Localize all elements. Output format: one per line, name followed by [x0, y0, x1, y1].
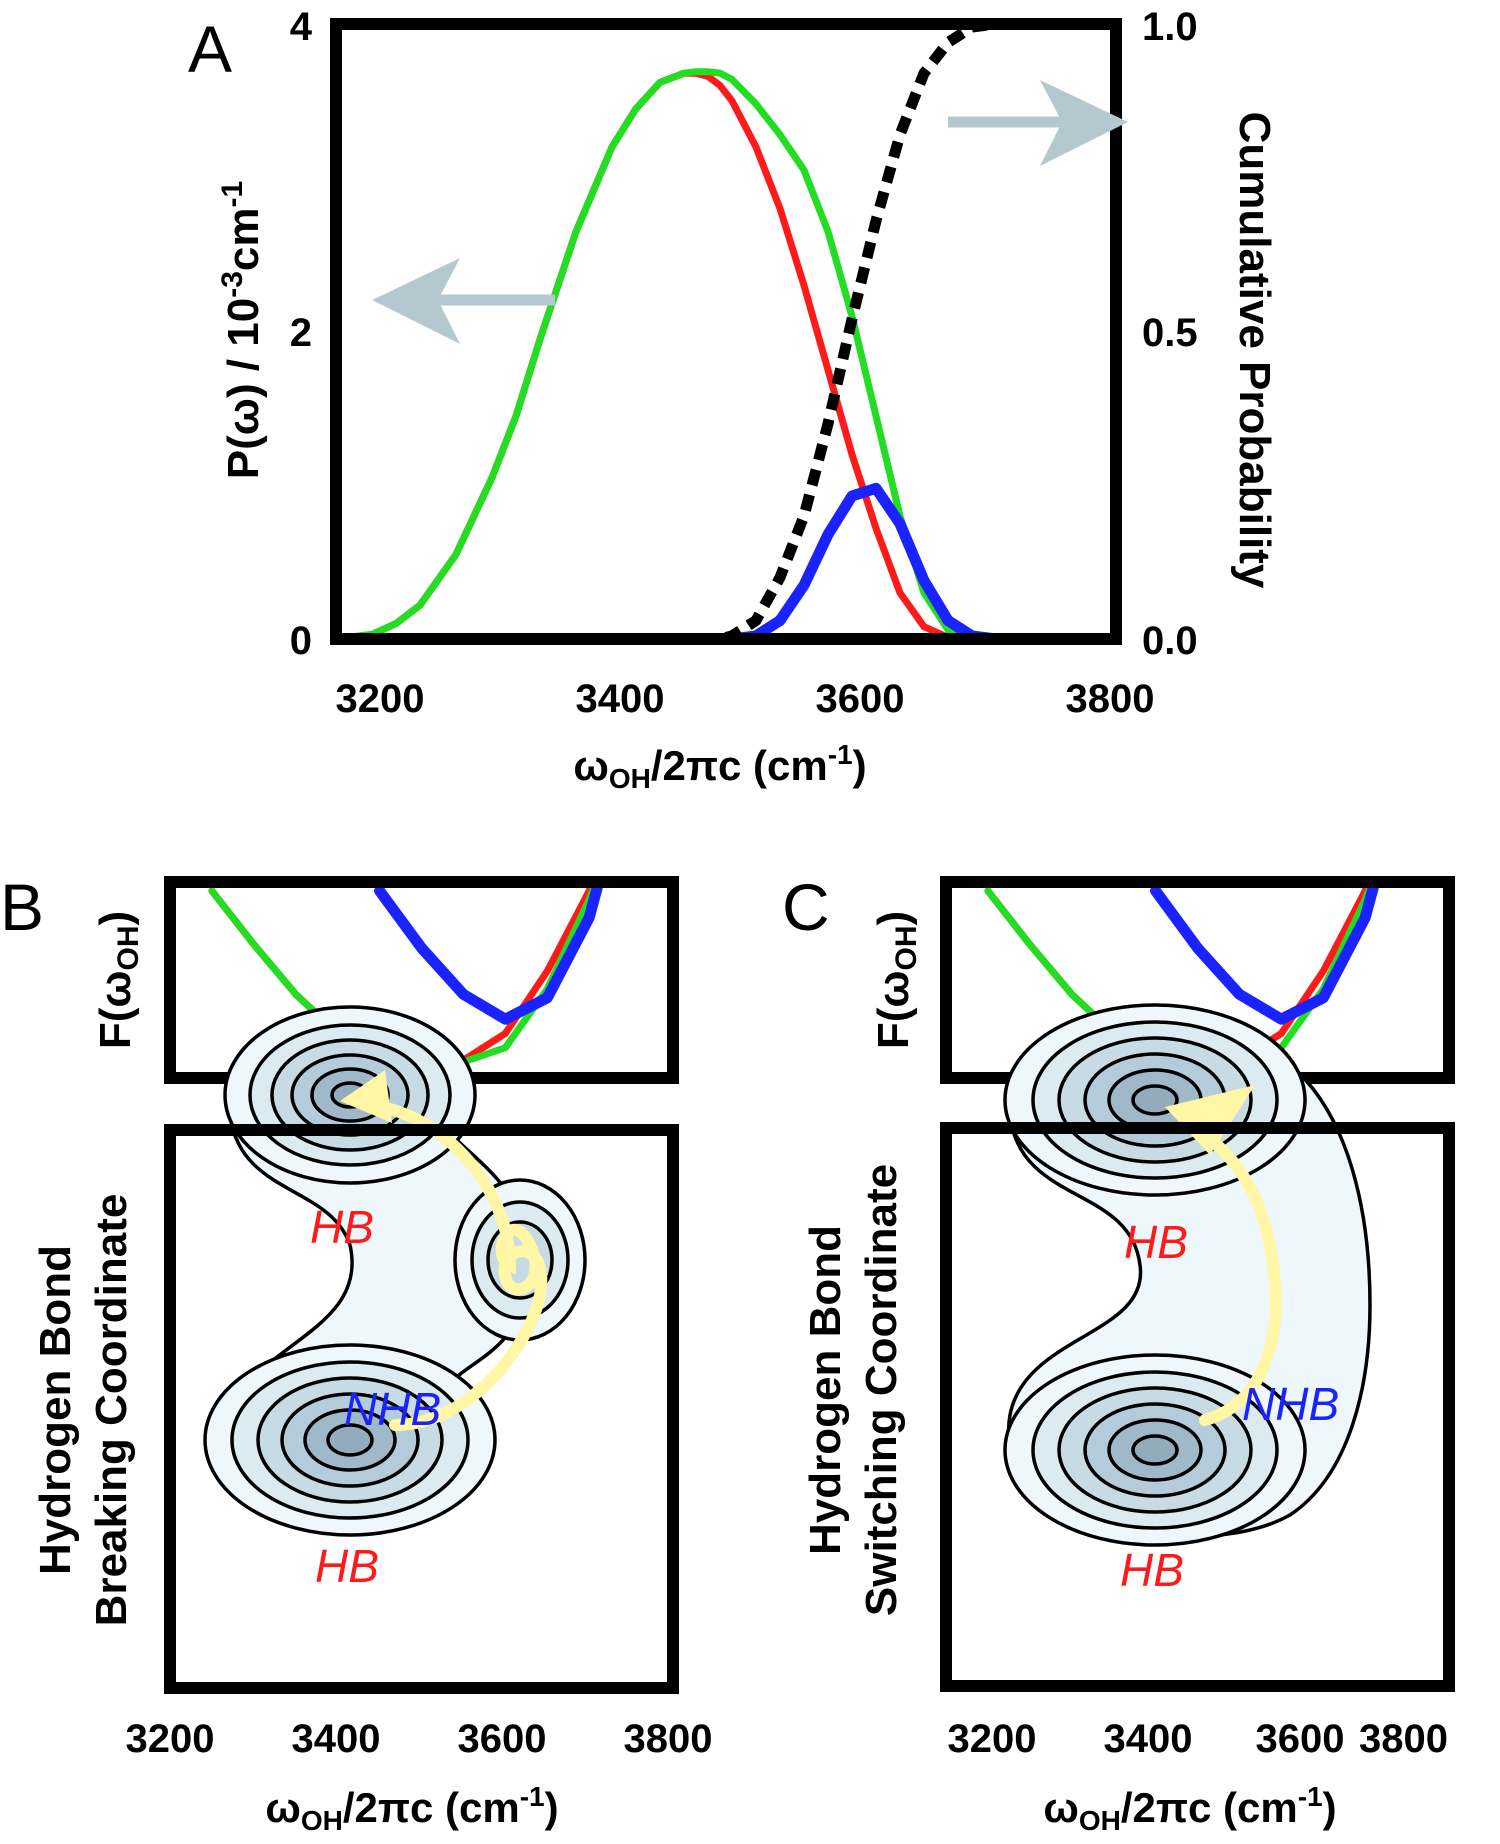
tick-label: 3200 — [336, 677, 425, 721]
annotation-hb: HB — [1124, 1216, 1188, 1268]
transition-path-arrowhead-icon — [340, 1070, 392, 1123]
tick-label: 3200 — [126, 1717, 215, 1761]
tick-label: 3800 — [624, 1717, 713, 1761]
series-line-blue — [336, 482, 1116, 639]
contour-well-middle — [453, 1178, 587, 1342]
chart-a-y-axis-title-right: Cumulative Probability — [1230, 112, 1279, 589]
chart-c-x-axis-title: ωOH/2πc (cm-1) — [1043, 1781, 1336, 1836]
annotation-hb: HB — [315, 1540, 379, 1592]
tick-label: 3800 — [1359, 1717, 1448, 1761]
series-line-blue — [1150, 882, 1381, 1025]
chart-b-contour-y-title-line2: Breaking Coordinate — [87, 1194, 136, 1627]
tick-label: 3800 — [1066, 677, 1155, 721]
chart-a-ticks: 3200 3400 3600 3800 0 2 4 0.0 0.5 1.0 — [290, 5, 1198, 721]
tick-label: 3600 — [816, 677, 905, 721]
chart-b-contour-y-title-line1: Hydrogen Bond — [31, 1245, 80, 1575]
tick-label: 3400 — [292, 1717, 381, 1761]
chart-c-y-axis-title: F(ωOH) — [869, 911, 923, 1049]
tick-label: 3200 — [948, 1717, 1037, 1761]
right-axis-arrow-icon — [948, 80, 1128, 166]
panel-label-a: A — [188, 12, 232, 86]
chart-b-contour-frame — [164, 1124, 679, 1694]
chart-b-contour: HB NHB HB — [203, 1005, 587, 1592]
tick-label: 0.0 — [1142, 619, 1198, 663]
chart-c-contour-y-title-line1: Hydrogen Bond — [801, 1225, 850, 1555]
transition-path-arrow — [1184, 1119, 1282, 1426]
chart-b-y-axis-title: F(ωOH) — [91, 911, 145, 1049]
transition-path-arrow — [364, 1099, 548, 1431]
chart-a-x-axis-title: ωOH/2πc (cm-1) — [573, 739, 866, 794]
transition-path-arrowhead-icon — [1165, 1085, 1255, 1155]
series-line-blue — [374, 882, 605, 1025]
tick-label: 0 — [290, 619, 312, 663]
tick-label: 4 — [290, 5, 313, 49]
chart-a-plot-area — [336, 24, 1116, 639]
tick-label: 0.5 — [1142, 311, 1198, 355]
chart-c-x-ticks: 3200 3400 3600 3800 — [948, 1717, 1448, 1761]
chart-c-contour-y-title-line2: Switching Coordinate — [857, 1164, 906, 1616]
contour-well-upper — [1003, 1003, 1307, 1197]
tick-label: 2 — [290, 311, 312, 355]
chart-b-x-ticks: 3200 3400 3600 3800 — [126, 1717, 713, 1761]
tick-label: 3400 — [1104, 1717, 1193, 1761]
annotation-hb: HB — [1120, 1544, 1184, 1596]
tick-label: 3400 — [576, 677, 665, 721]
chart-c-contour: HB NHB HB — [1003, 1003, 1372, 1596]
tick-label: 3600 — [1256, 1717, 1345, 1761]
panel-label-b: B — [0, 870, 44, 944]
chart-b-x-axis-title: ωOH/2πc (cm-1) — [265, 1781, 558, 1836]
chart-c-contour-frame — [940, 1122, 1455, 1692]
contour-well-lower — [203, 1343, 497, 1537]
annotation-hb: HB — [310, 1201, 374, 1253]
annotation-nhb: NHB — [344, 1383, 441, 1435]
left-axis-arrow-icon — [372, 258, 555, 344]
chart-a-frame — [330, 18, 1122, 645]
chart-a-y-axis-title-left: P(ω) / 10-3cm-1 — [216, 181, 268, 479]
panel-label-c: C — [782, 870, 830, 944]
series-line-green — [336, 68, 1116, 639]
tick-label: 3600 — [458, 1717, 547, 1761]
tick-label: 1.0 — [1142, 5, 1198, 49]
annotation-nhb: NHB — [1242, 1378, 1339, 1430]
